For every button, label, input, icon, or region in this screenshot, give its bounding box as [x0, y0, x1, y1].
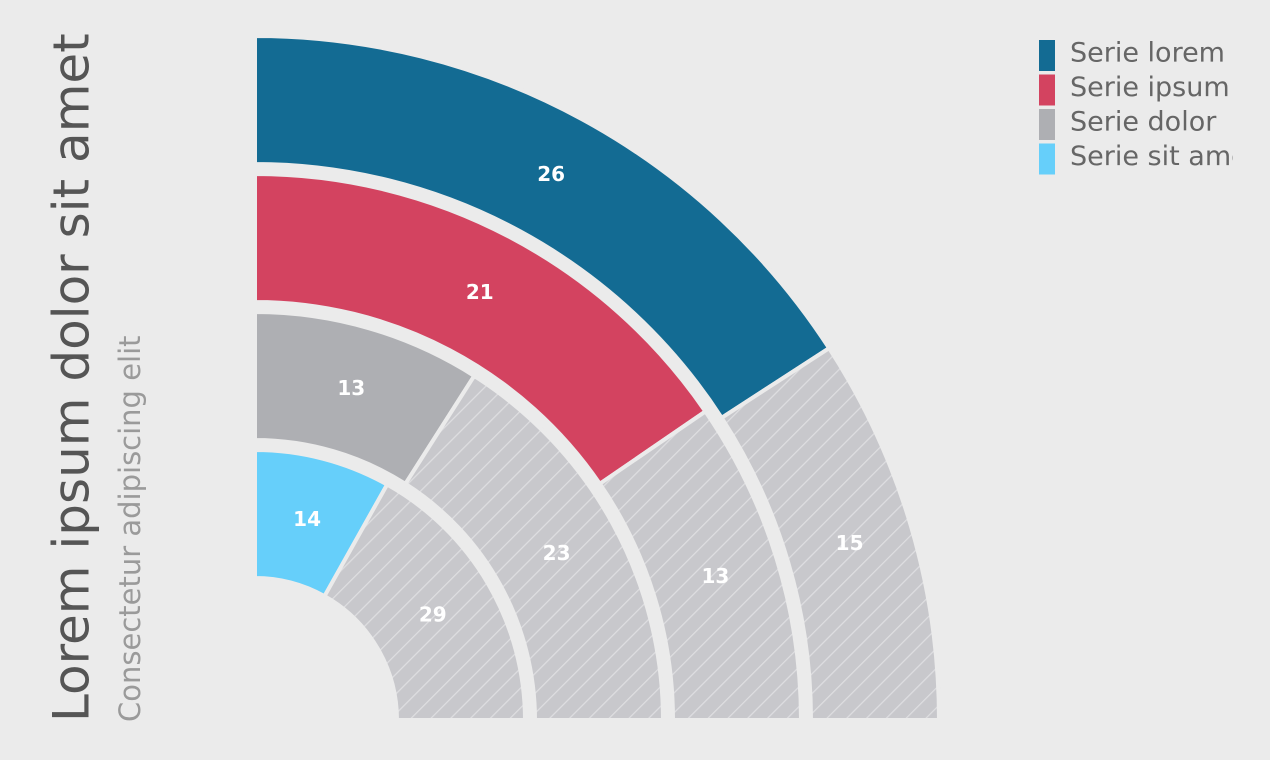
legend-swatch [1039, 74, 1055, 106]
rest-segment [403, 373, 665, 722]
value-label: 23 [543, 541, 571, 565]
legend-swatch [1039, 40, 1055, 71]
legend-label: Serie dolor [1070, 107, 1217, 138]
value-label: 14 [293, 507, 321, 531]
plot: 26 15 21 13 13 23 14 29 [253, 34, 941, 722]
chart-title: Lorem ipsum dolor sit amet [43, 33, 101, 722]
value-label: 29 [419, 602, 447, 626]
legend-swatch [1039, 109, 1055, 140]
rest-segment [597, 409, 803, 722]
value-label: 13 [337, 376, 365, 400]
value-label: 13 [702, 564, 730, 588]
legend-swatch [1039, 143, 1055, 175]
legend-label: Serie lorem [1070, 38, 1225, 69]
legend-label: Serie sit amet [1070, 141, 1258, 172]
value-label: 26 [537, 162, 565, 186]
value-label: 21 [466, 280, 494, 304]
value-label: 15 [836, 531, 864, 555]
rest-segment [719, 346, 941, 722]
rest-segment [322, 482, 527, 722]
legend-label: Serie ipsum [1070, 72, 1230, 103]
chart-subtitle: Consectetur adipiscing elit [113, 335, 147, 722]
